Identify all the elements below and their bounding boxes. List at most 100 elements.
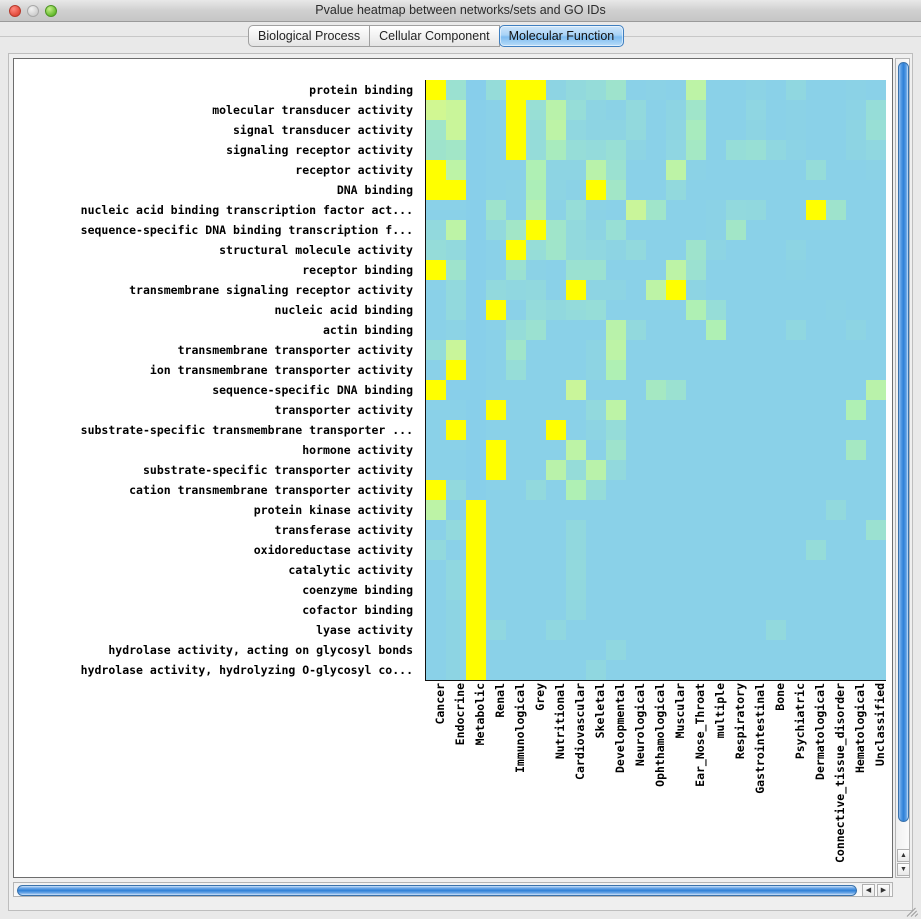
heatmap-cell[interactable]	[566, 280, 586, 300]
heatmap-cell[interactable]	[826, 300, 846, 320]
heatmap-cell[interactable]	[846, 260, 866, 280]
heatmap-cell[interactable]	[666, 220, 686, 240]
heatmap-cell[interactable]	[806, 400, 826, 420]
heatmap-cell[interactable]	[686, 520, 706, 540]
heatmap-cell[interactable]	[646, 420, 666, 440]
heatmap-cell[interactable]	[826, 220, 846, 240]
heatmap-cell[interactable]	[586, 100, 606, 120]
heatmap-cell[interactable]	[766, 140, 786, 160]
heatmap-cell[interactable]	[806, 260, 826, 280]
heatmap-cell[interactable]	[446, 640, 466, 660]
heatmap-cell[interactable]	[446, 280, 466, 300]
heatmap-cell[interactable]	[426, 300, 446, 320]
heatmap-cell[interactable]	[606, 220, 626, 240]
heatmap-cell[interactable]	[826, 440, 846, 460]
heatmap-cell[interactable]	[586, 320, 606, 340]
heatmap-cell[interactable]	[786, 340, 806, 360]
heatmap-cell[interactable]	[546, 620, 566, 640]
heatmap-cell[interactable]	[786, 300, 806, 320]
heatmap-cell[interactable]	[526, 640, 546, 660]
heatmap-cell[interactable]	[806, 80, 826, 100]
heatmap-cell[interactable]	[806, 620, 826, 640]
heatmap-cell[interactable]	[506, 660, 526, 680]
heatmap-cell[interactable]	[466, 260, 486, 280]
heatmap-cell[interactable]	[706, 540, 726, 560]
heatmap-cell[interactable]	[866, 160, 886, 180]
heatmap-cell[interactable]	[546, 400, 566, 420]
heatmap-cell[interactable]	[766, 320, 786, 340]
heatmap-cell[interactable]	[666, 120, 686, 140]
heatmap-cell[interactable]	[546, 320, 566, 340]
heatmap-cell[interactable]	[446, 400, 466, 420]
heatmap-cell[interactable]	[586, 340, 606, 360]
heatmap-cell[interactable]	[566, 460, 586, 480]
heatmap-cell[interactable]	[506, 260, 526, 280]
heatmap-cell[interactable]	[546, 540, 566, 560]
heatmap-cell[interactable]	[546, 300, 566, 320]
scroll-up-arrow-icon[interactable]: ▲	[897, 849, 910, 862]
heatmap-cell[interactable]	[766, 480, 786, 500]
heatmap-cell[interactable]	[626, 440, 646, 460]
heatmap-cell[interactable]	[526, 440, 546, 460]
heatmap-cell[interactable]	[686, 320, 706, 340]
heatmap-cell[interactable]	[526, 360, 546, 380]
tab-biological-process[interactable]: Biological Process	[248, 25, 371, 47]
heatmap-cell[interactable]	[446, 600, 466, 620]
heatmap-cell[interactable]	[606, 240, 626, 260]
heatmap-cell[interactable]	[646, 460, 666, 480]
heatmap-cell[interactable]	[566, 220, 586, 240]
heatmap-cell[interactable]	[566, 400, 586, 420]
heatmap-cell[interactable]	[846, 120, 866, 140]
heatmap-cell[interactable]	[426, 460, 446, 480]
heatmap-cell[interactable]	[826, 620, 846, 640]
heatmap-cell[interactable]	[586, 640, 606, 660]
heatmap-cell[interactable]	[486, 140, 506, 160]
heatmap-cell[interactable]	[446, 540, 466, 560]
heatmap-cell[interactable]	[426, 620, 446, 640]
heatmap-cell[interactable]	[766, 560, 786, 580]
heatmap-cell[interactable]	[866, 620, 886, 640]
heatmap-cell[interactable]	[526, 140, 546, 160]
heatmap-cell[interactable]	[666, 620, 686, 640]
heatmap-cell[interactable]	[846, 600, 866, 620]
heatmap-cell[interactable]	[826, 500, 846, 520]
heatmap-cell[interactable]	[486, 440, 506, 460]
heatmap-cell[interactable]	[706, 500, 726, 520]
heatmap-cell[interactable]	[766, 400, 786, 420]
heatmap-cell[interactable]	[546, 560, 566, 580]
heatmap-cell[interactable]	[786, 480, 806, 500]
heatmap-cell[interactable]	[866, 420, 886, 440]
heatmap-cell[interactable]	[846, 560, 866, 580]
heatmap-cell[interactable]	[526, 400, 546, 420]
heatmap-cell[interactable]	[626, 260, 646, 280]
heatmap-cell[interactable]	[846, 460, 866, 480]
heatmap-cell[interactable]	[706, 140, 726, 160]
heatmap-cell[interactable]	[806, 560, 826, 580]
heatmap-cell[interactable]	[566, 640, 586, 660]
heatmap-cell[interactable]	[866, 360, 886, 380]
heatmap-cell[interactable]	[506, 440, 526, 460]
heatmap-cell[interactable]	[866, 640, 886, 660]
heatmap-cell[interactable]	[786, 260, 806, 280]
heatmap-cell[interactable]	[526, 540, 546, 560]
heatmap-cell[interactable]	[666, 200, 686, 220]
heatmap-cell[interactable]	[866, 100, 886, 120]
heatmap-cell[interactable]	[766, 200, 786, 220]
heatmap-cell[interactable]	[466, 220, 486, 240]
heatmap-cell[interactable]	[546, 220, 566, 240]
heatmap-cell[interactable]	[786, 540, 806, 560]
heatmap-cell[interactable]	[446, 180, 466, 200]
heatmap-cell[interactable]	[626, 240, 646, 260]
heatmap-cell[interactable]	[686, 400, 706, 420]
heatmap-cell[interactable]	[426, 220, 446, 240]
heatmap-cell[interactable]	[606, 440, 626, 460]
heatmap-cell[interactable]	[446, 80, 466, 100]
heatmap-cell[interactable]	[766, 260, 786, 280]
heatmap-cell[interactable]	[466, 80, 486, 100]
heatmap-cell[interactable]	[746, 560, 766, 580]
heatmap-cell[interactable]	[746, 380, 766, 400]
heatmap-cell[interactable]	[526, 240, 546, 260]
heatmap-cell[interactable]	[666, 80, 686, 100]
heatmap-cell[interactable]	[726, 560, 746, 580]
heatmap-cell[interactable]	[646, 300, 666, 320]
